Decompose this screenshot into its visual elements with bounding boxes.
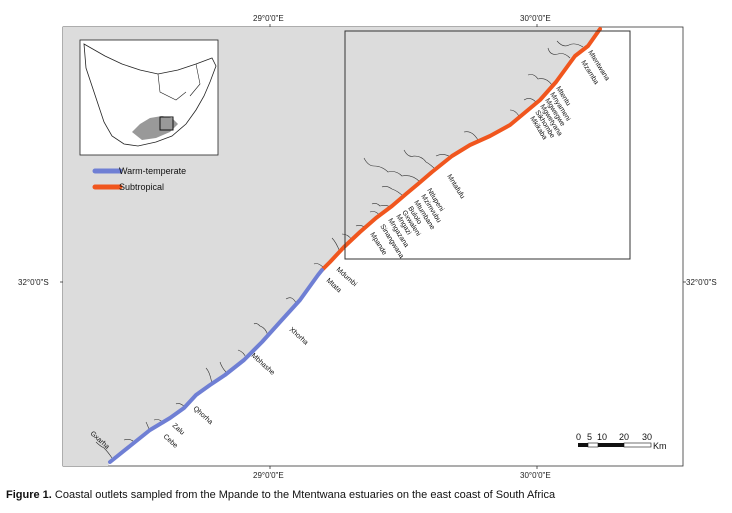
lon-top-right: 30°0'0"E [520, 14, 551, 23]
legend-sub-label: Subtropical [119, 182, 164, 192]
scale-label-10: 10 [597, 432, 607, 442]
figure-caption: Figure 1. Coastal outlets sampled from t… [6, 489, 726, 501]
lon-bottom-left: 29°0'0"E [253, 471, 284, 480]
lon-bottom-right: 30°0'0"E [520, 471, 551, 480]
caption-text: Coastal outlets sampled from the Mpande … [51, 489, 556, 501]
scale-label-0: 0 [576, 432, 581, 442]
scale-label-20: 20 [619, 432, 629, 442]
tick-marks [60, 24, 686, 469]
study-region [132, 116, 178, 140]
scale-unit: Km [653, 441, 667, 451]
legend-warm-label: Warm-temperate [119, 166, 186, 176]
scale-label-5: 5 [587, 432, 592, 442]
inset-frame [344, 30, 631, 260]
scale-label-30: 30 [642, 432, 652, 442]
locator-map [79, 39, 219, 156]
subtropical-coastline [320, 27, 602, 272]
scale-bar: 0 5 10 20 30 Km [576, 432, 667, 451]
africa-outline [83, 43, 217, 147]
lat-right: 32°0'0"S [686, 278, 717, 287]
caption-label: Figure 1. [6, 489, 52, 501]
legend: Warm-temperate Subtropical [92, 166, 186, 192]
locator-box [159, 116, 174, 131]
warm-temperate-coastline [108, 268, 324, 464]
lon-top-left: 29°0'0"E [253, 14, 284, 23]
lat-left: 32°0'0"S [18, 278, 49, 287]
